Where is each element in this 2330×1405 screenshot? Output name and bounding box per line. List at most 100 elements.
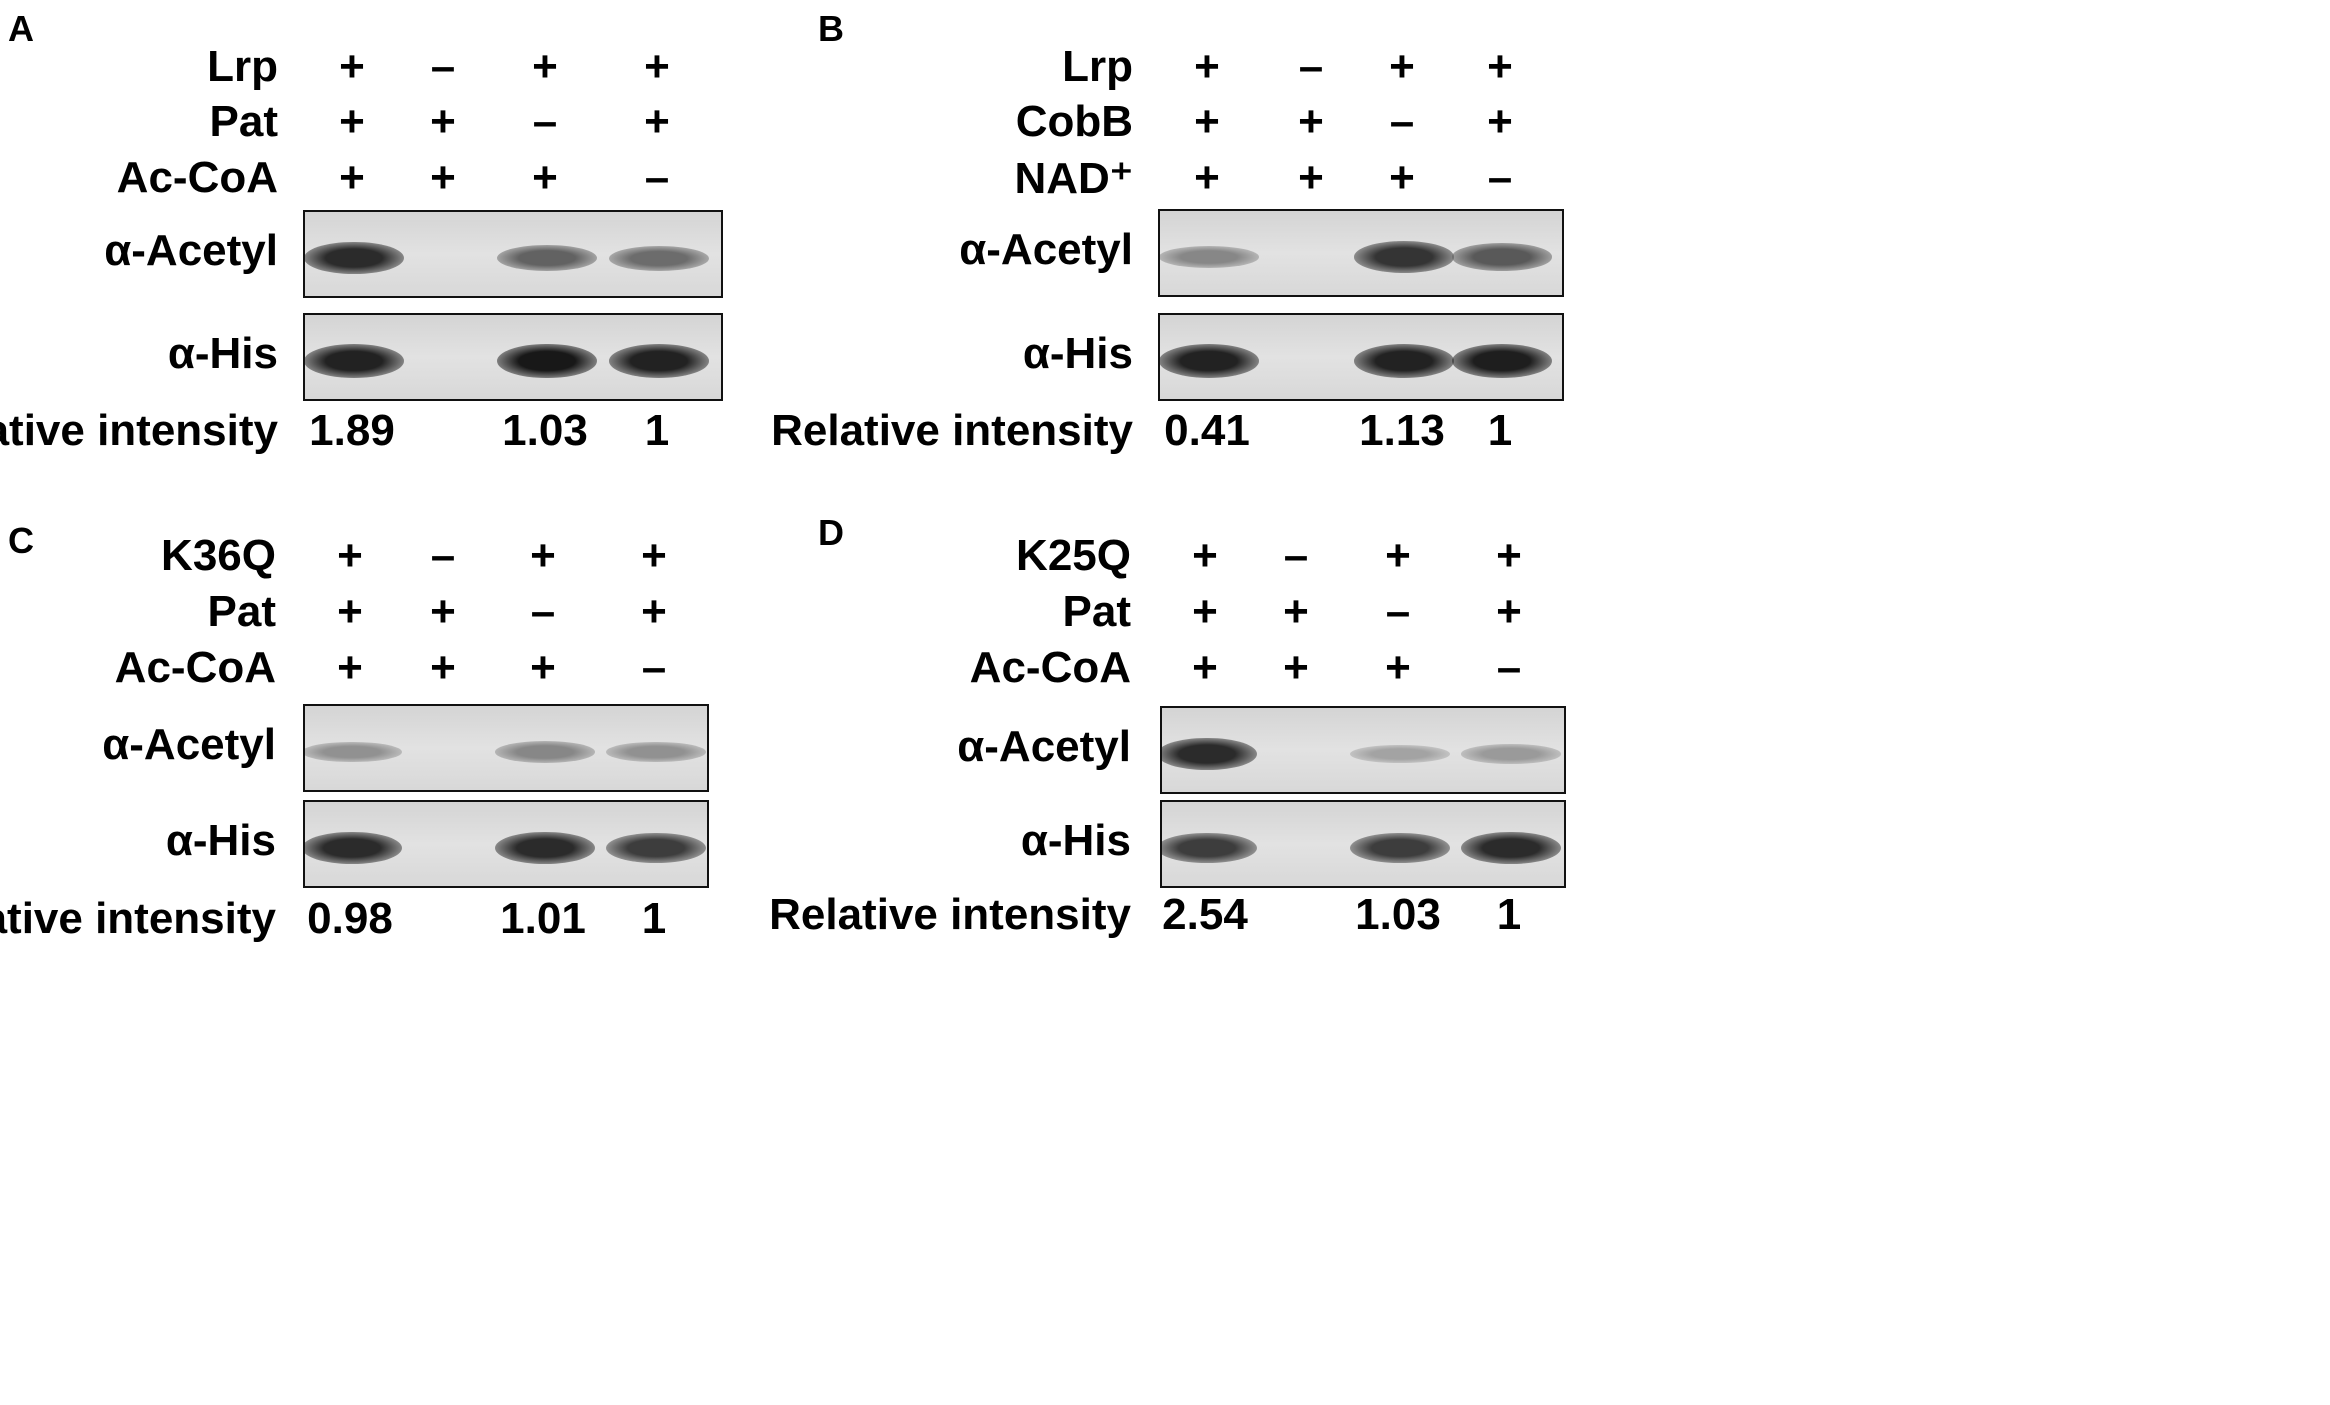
blot-label: α-His (167, 329, 278, 378)
condition-sign: + (1192, 587, 1218, 636)
condition-sign: + (339, 153, 365, 202)
condition-label: NAD⁺ (1014, 154, 1133, 203)
condition-sign: – (430, 42, 456, 91)
relative-intensity-value: 1 (1496, 890, 1522, 939)
condition-label: Lrp (207, 42, 278, 91)
condition-label: Ac-CoA (116, 153, 278, 202)
condition-sign: + (337, 643, 363, 692)
condition-sign: + (530, 643, 556, 692)
condition-label: Pat (209, 97, 278, 146)
blot-band (1162, 737, 1257, 771)
blot-band (1354, 241, 1454, 273)
relative-intensity-value: 2.54 (1162, 890, 1248, 939)
relative-intensity-value: 1.13 (1359, 406, 1445, 455)
condition-label: Lrp (1062, 42, 1133, 91)
condition-sign: – (1298, 42, 1324, 91)
blot-band (305, 344, 404, 378)
relative-intensity-label: Relative intensity (0, 894, 276, 943)
blot-membrane (303, 313, 723, 401)
panel-letter: B (818, 8, 844, 49)
condition-sign: + (532, 42, 558, 91)
condition-sign: – (430, 531, 456, 580)
condition-sign: + (641, 587, 667, 636)
condition-sign: + (530, 531, 556, 580)
condition-sign: + (430, 643, 456, 692)
condition-label: Pat (207, 587, 276, 636)
blot-band (1452, 343, 1552, 379)
blot-membrane (1158, 313, 1564, 401)
relative-intensity-value: 0.98 (307, 894, 393, 943)
panel-letter: D (818, 512, 844, 553)
condition-sign: – (1496, 643, 1522, 692)
condition-label: K25Q (1016, 531, 1131, 580)
condition-sign: – (1385, 587, 1411, 636)
relative-intensity-value: 1.01 (500, 894, 586, 943)
blot-label: α-His (1020, 816, 1131, 865)
blot-label: α-His (1022, 329, 1133, 378)
blot-band (1162, 832, 1257, 864)
blot-band (1350, 744, 1450, 764)
relative-intensity-value: 0.41 (1164, 406, 1250, 455)
condition-sign: + (1192, 531, 1218, 580)
condition-sign: + (532, 153, 558, 202)
blot-band (305, 741, 402, 763)
relative-intensity-label: Relative intensity (771, 406, 1133, 455)
relative-intensity-value: 1.03 (1355, 890, 1441, 939)
condition-sign: + (1298, 153, 1324, 202)
blot-membrane (1160, 800, 1566, 888)
condition-sign: – (1389, 97, 1415, 146)
condition-sign: + (1194, 153, 1220, 202)
blot-band (606, 741, 706, 763)
condition-sign: + (339, 42, 365, 91)
condition-sign: – (532, 97, 558, 146)
condition-sign: + (641, 531, 667, 580)
condition-sign: + (1487, 42, 1513, 91)
condition-sign: + (644, 97, 670, 146)
relative-intensity-label: Relative intensity (769, 890, 1131, 939)
blot-label: α-Acetyl (957, 722, 1131, 771)
condition-sign: – (1283, 531, 1309, 580)
relative-intensity-value: 1 (644, 406, 670, 455)
condition-sign: + (1496, 531, 1522, 580)
condition-sign: + (1194, 42, 1220, 91)
condition-sign: + (339, 97, 365, 146)
condition-label: CobB (1015, 97, 1133, 146)
condition-label: Ac-CoA (969, 643, 1131, 692)
blot-band (1354, 344, 1454, 378)
condition-sign: + (337, 587, 363, 636)
blot-membrane (1160, 706, 1566, 794)
blot-band (497, 343, 597, 379)
blot-band (495, 831, 595, 865)
relative-intensity-value: 1 (1487, 406, 1513, 455)
blot-band (609, 344, 709, 378)
blot-label: α-His (165, 816, 276, 865)
blot-label: α-Acetyl (959, 225, 1133, 274)
condition-sign: + (430, 97, 456, 146)
condition-sign: + (1283, 587, 1309, 636)
blot-band (1350, 832, 1450, 864)
condition-sign: – (1487, 153, 1513, 202)
condition-sign: – (644, 153, 670, 202)
condition-sign: + (430, 153, 456, 202)
blot-membrane (303, 800, 709, 888)
blot-band (495, 741, 595, 763)
condition-sign: + (1385, 531, 1411, 580)
relative-intensity-value: 1.03 (502, 406, 588, 455)
condition-sign: + (430, 587, 456, 636)
relative-intensity-label: Relative intensity (0, 406, 278, 455)
blot-band (1452, 243, 1552, 271)
condition-sign: – (641, 643, 667, 692)
condition-sign: + (337, 531, 363, 580)
condition-sign: – (530, 587, 556, 636)
condition-sign: + (1194, 97, 1220, 146)
condition-sign: + (1487, 97, 1513, 146)
condition-sign: + (1385, 643, 1411, 692)
condition-sign: + (1389, 153, 1415, 202)
blot-band (609, 245, 709, 271)
condition-label: K36Q (161, 531, 276, 580)
blot-band (1461, 831, 1561, 865)
blot-membrane (303, 210, 723, 298)
panel-letter: A (8, 8, 34, 49)
